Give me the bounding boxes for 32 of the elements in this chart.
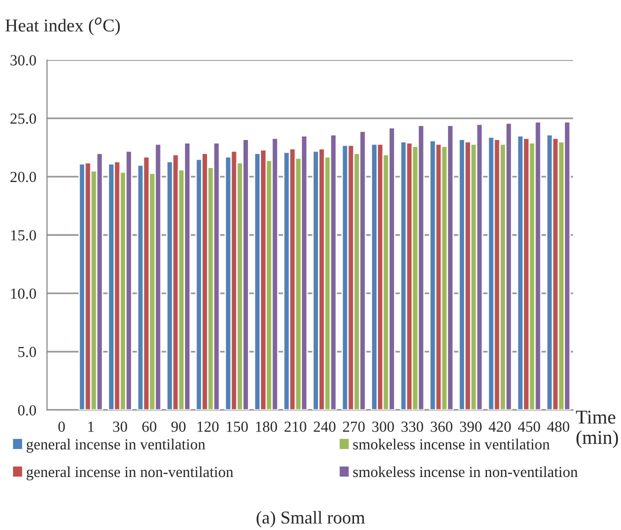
x-tick-label: 90 [171,422,186,432]
y-tick-label: 30.0 [10,55,36,66]
x-tick-label: 180 [256,422,278,432]
x-tick-label: 30 [113,422,128,432]
legend-label: smokeless incense in non-ventilation [353,466,578,478]
x-tick-label: 420 [488,422,511,432]
x-tick-label: 120 [198,422,219,432]
x-tick-label: 390 [460,422,482,432]
y-tick-label: 25.0 [10,113,36,124]
y-tick-label: 10.0 [11,288,36,299]
x-tick-label: 150 [226,422,248,432]
x-tick-label: 480 [547,422,570,432]
x-tick-label: 330 [402,422,424,432]
y-tick-label: 5.0 [18,346,36,358]
x-tick-label: 300 [372,422,394,432]
y-tick-label: 15.0 [11,230,36,241]
x-tick-label: 270 [343,422,365,432]
legend-label: general incense in non-ventilation [26,466,234,480]
x-tick-label: 240 [314,422,336,432]
x-tick-label: 360 [430,422,452,432]
legend-label: general incense in ventilation [26,438,206,453]
legend-label: smokeless incense in ventilation [353,438,550,450]
x-tick-label: 450 [518,422,540,432]
x-axis-title: Time (min) [576,410,618,448]
text: (a) Small room [256,510,365,528]
x-tick-label: 0 [58,422,65,432]
y-axis-title: Heat index ($^{o}$C) [5,17,120,36]
y-tick-label: 0.0 [18,405,36,416]
x-tick-label: 60 [142,422,156,432]
y-tick-label: 20.0 [10,172,36,182]
x-tick-label: 1 [88,422,94,432]
x-tick-label: 210 [284,422,306,432]
